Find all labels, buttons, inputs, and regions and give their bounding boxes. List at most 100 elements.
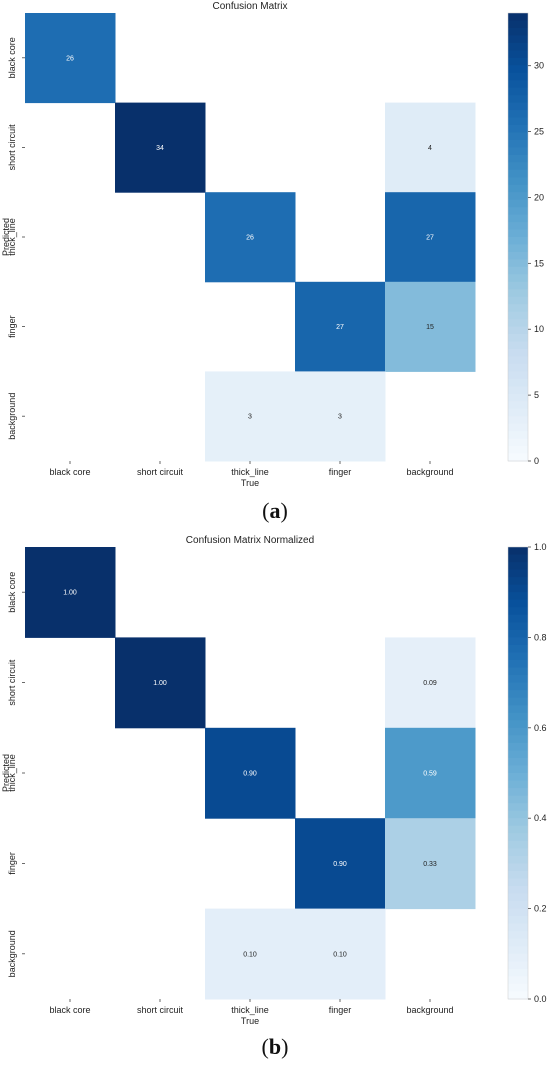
colorbar-segment: [508, 311, 528, 320]
colorbar-segment: [508, 629, 528, 638]
heatmap-cell: [205, 727, 296, 819]
colorbar-segment: [508, 705, 528, 714]
colorbar-segment: [508, 554, 528, 563]
colorbar-segment: [508, 35, 528, 44]
colorbar-segment: [508, 356, 528, 365]
caption-letter: a: [269, 498, 281, 523]
heatmap-cell: [295, 281, 386, 372]
heatmap-cell: [205, 371, 296, 462]
colorbar-segment: [508, 438, 528, 447]
colorbar-segment: [508, 162, 528, 171]
y-tick-label: finger: [7, 852, 17, 875]
colorbar-segment: [508, 453, 528, 462]
colorbar-segment: [508, 80, 528, 89]
colorbar-segment: [508, 371, 528, 380]
colorbar-tick-label: 0.4: [534, 813, 547, 823]
x-tick-label: black core: [49, 1005, 90, 1015]
cell-value-label: 0.33: [423, 861, 437, 868]
colorbar-tick-label: 5: [534, 390, 539, 400]
y-axis-label: Predicted: [1, 218, 11, 256]
colorbar-segment: [508, 378, 528, 387]
y-tick-label: thick_line: [7, 218, 17, 256]
x-axis-label: True: [241, 478, 259, 488]
colorbar-segment: [508, 637, 528, 646]
y-axis-label: Predicted: [1, 754, 11, 792]
cell-value-label: 26: [66, 55, 74, 62]
heatmap-cell: [295, 818, 386, 910]
colorbar-segment: [508, 569, 528, 578]
colorbar-segment: [508, 401, 528, 410]
colorbar-tick-label: 1.0: [534, 542, 547, 552]
colorbar-segment: [508, 72, 528, 81]
colorbar-segment: [508, 102, 528, 111]
colorbar-segment: [508, 408, 528, 417]
colorbar-tick-label: 25: [534, 127, 544, 137]
colorbar-segment: [508, 946, 528, 955]
colorbar-segment: [508, 765, 528, 774]
colorbar-segment: [508, 757, 528, 767]
heatmap-cell: [205, 908, 296, 1000]
colorbar-segment: [508, 697, 528, 706]
cell-value-label: 1.00: [63, 590, 77, 597]
colorbar-segment: [508, 577, 528, 586]
colorbar-segment: [508, 893, 528, 902]
colorbar-segment: [508, 393, 528, 402]
colorbar-segment: [508, 682, 528, 691]
colorbar-segment: [508, 132, 528, 141]
chart-title: Confusion Matrix: [212, 1, 287, 12]
y-tick-label: finger: [7, 315, 17, 338]
x-axis-label: True: [241, 1016, 259, 1026]
colorbar-segment: [508, 886, 528, 895]
colorbar-segment: [508, 720, 528, 729]
colorbar-segment: [508, 584, 528, 593]
x-tick-label: thick_line: [231, 1005, 269, 1015]
colorbar-segment: [508, 65, 528, 74]
heatmap-cell: [385, 102, 476, 193]
y-tick-label: short circuit: [7, 124, 17, 171]
heatmap-cell: [25, 13, 116, 104]
cell-value-label: 27: [336, 324, 344, 331]
x-tick-label: short circuit: [137, 467, 184, 477]
colorbar-segment: [508, 833, 528, 842]
y-tick-label: black core: [7, 572, 17, 613]
colorbar-segment: [508, 319, 528, 328]
colorbar-segment: [508, 938, 528, 947]
colorbar-segment: [508, 901, 528, 910]
colorbar-segment: [508, 154, 528, 163]
colorbar-segment: [508, 326, 528, 335]
colorbar-segment: [508, 296, 528, 305]
colorbar-frame: [507, 546, 529, 1000]
x-tick-label: finger: [329, 467, 352, 477]
colorbar-segment: [508, 607, 528, 616]
heatmap-cell: [205, 192, 296, 283]
confusion-matrix-chart: Confusion Matrix 26 34 4 26 27 27 15 3 3 black cor…: [1, 1, 544, 488]
colorbar-segment: [508, 878, 528, 887]
colorbar-tick-label: 30: [534, 61, 544, 71]
heatmap-cell: [295, 908, 386, 1000]
colorbar-segment: [508, 363, 528, 372]
chart-title: Confusion Matrix Normalized: [186, 535, 314, 546]
colorbar-segment: [508, 923, 528, 932]
colorbar-segment: [508, 349, 528, 358]
colorbar-segment: [508, 825, 528, 834]
colorbar-segment: [508, 386, 528, 395]
caption-letter: b: [268, 1034, 282, 1059]
colorbar-segment: [508, 214, 528, 223]
colorbar-segment: [508, 222, 528, 231]
colorbar-segment: [508, 259, 528, 268]
colorbar-segment: [508, 667, 528, 676]
colorbar-segment: [508, 341, 528, 350]
colorbar-tick-label: 0: [534, 456, 539, 466]
colorbar-tick-label: 0.0: [534, 994, 547, 1004]
colorbar-segment: [508, 87, 528, 96]
colorbar-segment: [508, 916, 528, 925]
colorbar-segment: [508, 855, 528, 864]
colorbar-segment: [508, 803, 528, 812]
colorbar-segment: [508, 863, 528, 872]
x-tick-label: finger: [329, 1005, 352, 1015]
colorbar-segment: [508, 117, 528, 126]
colorbar-segment: [508, 991, 528, 1000]
colorbar-segment: [508, 968, 528, 977]
colorbar-segment: [508, 57, 528, 66]
colorbar-segment: [508, 953, 528, 962]
